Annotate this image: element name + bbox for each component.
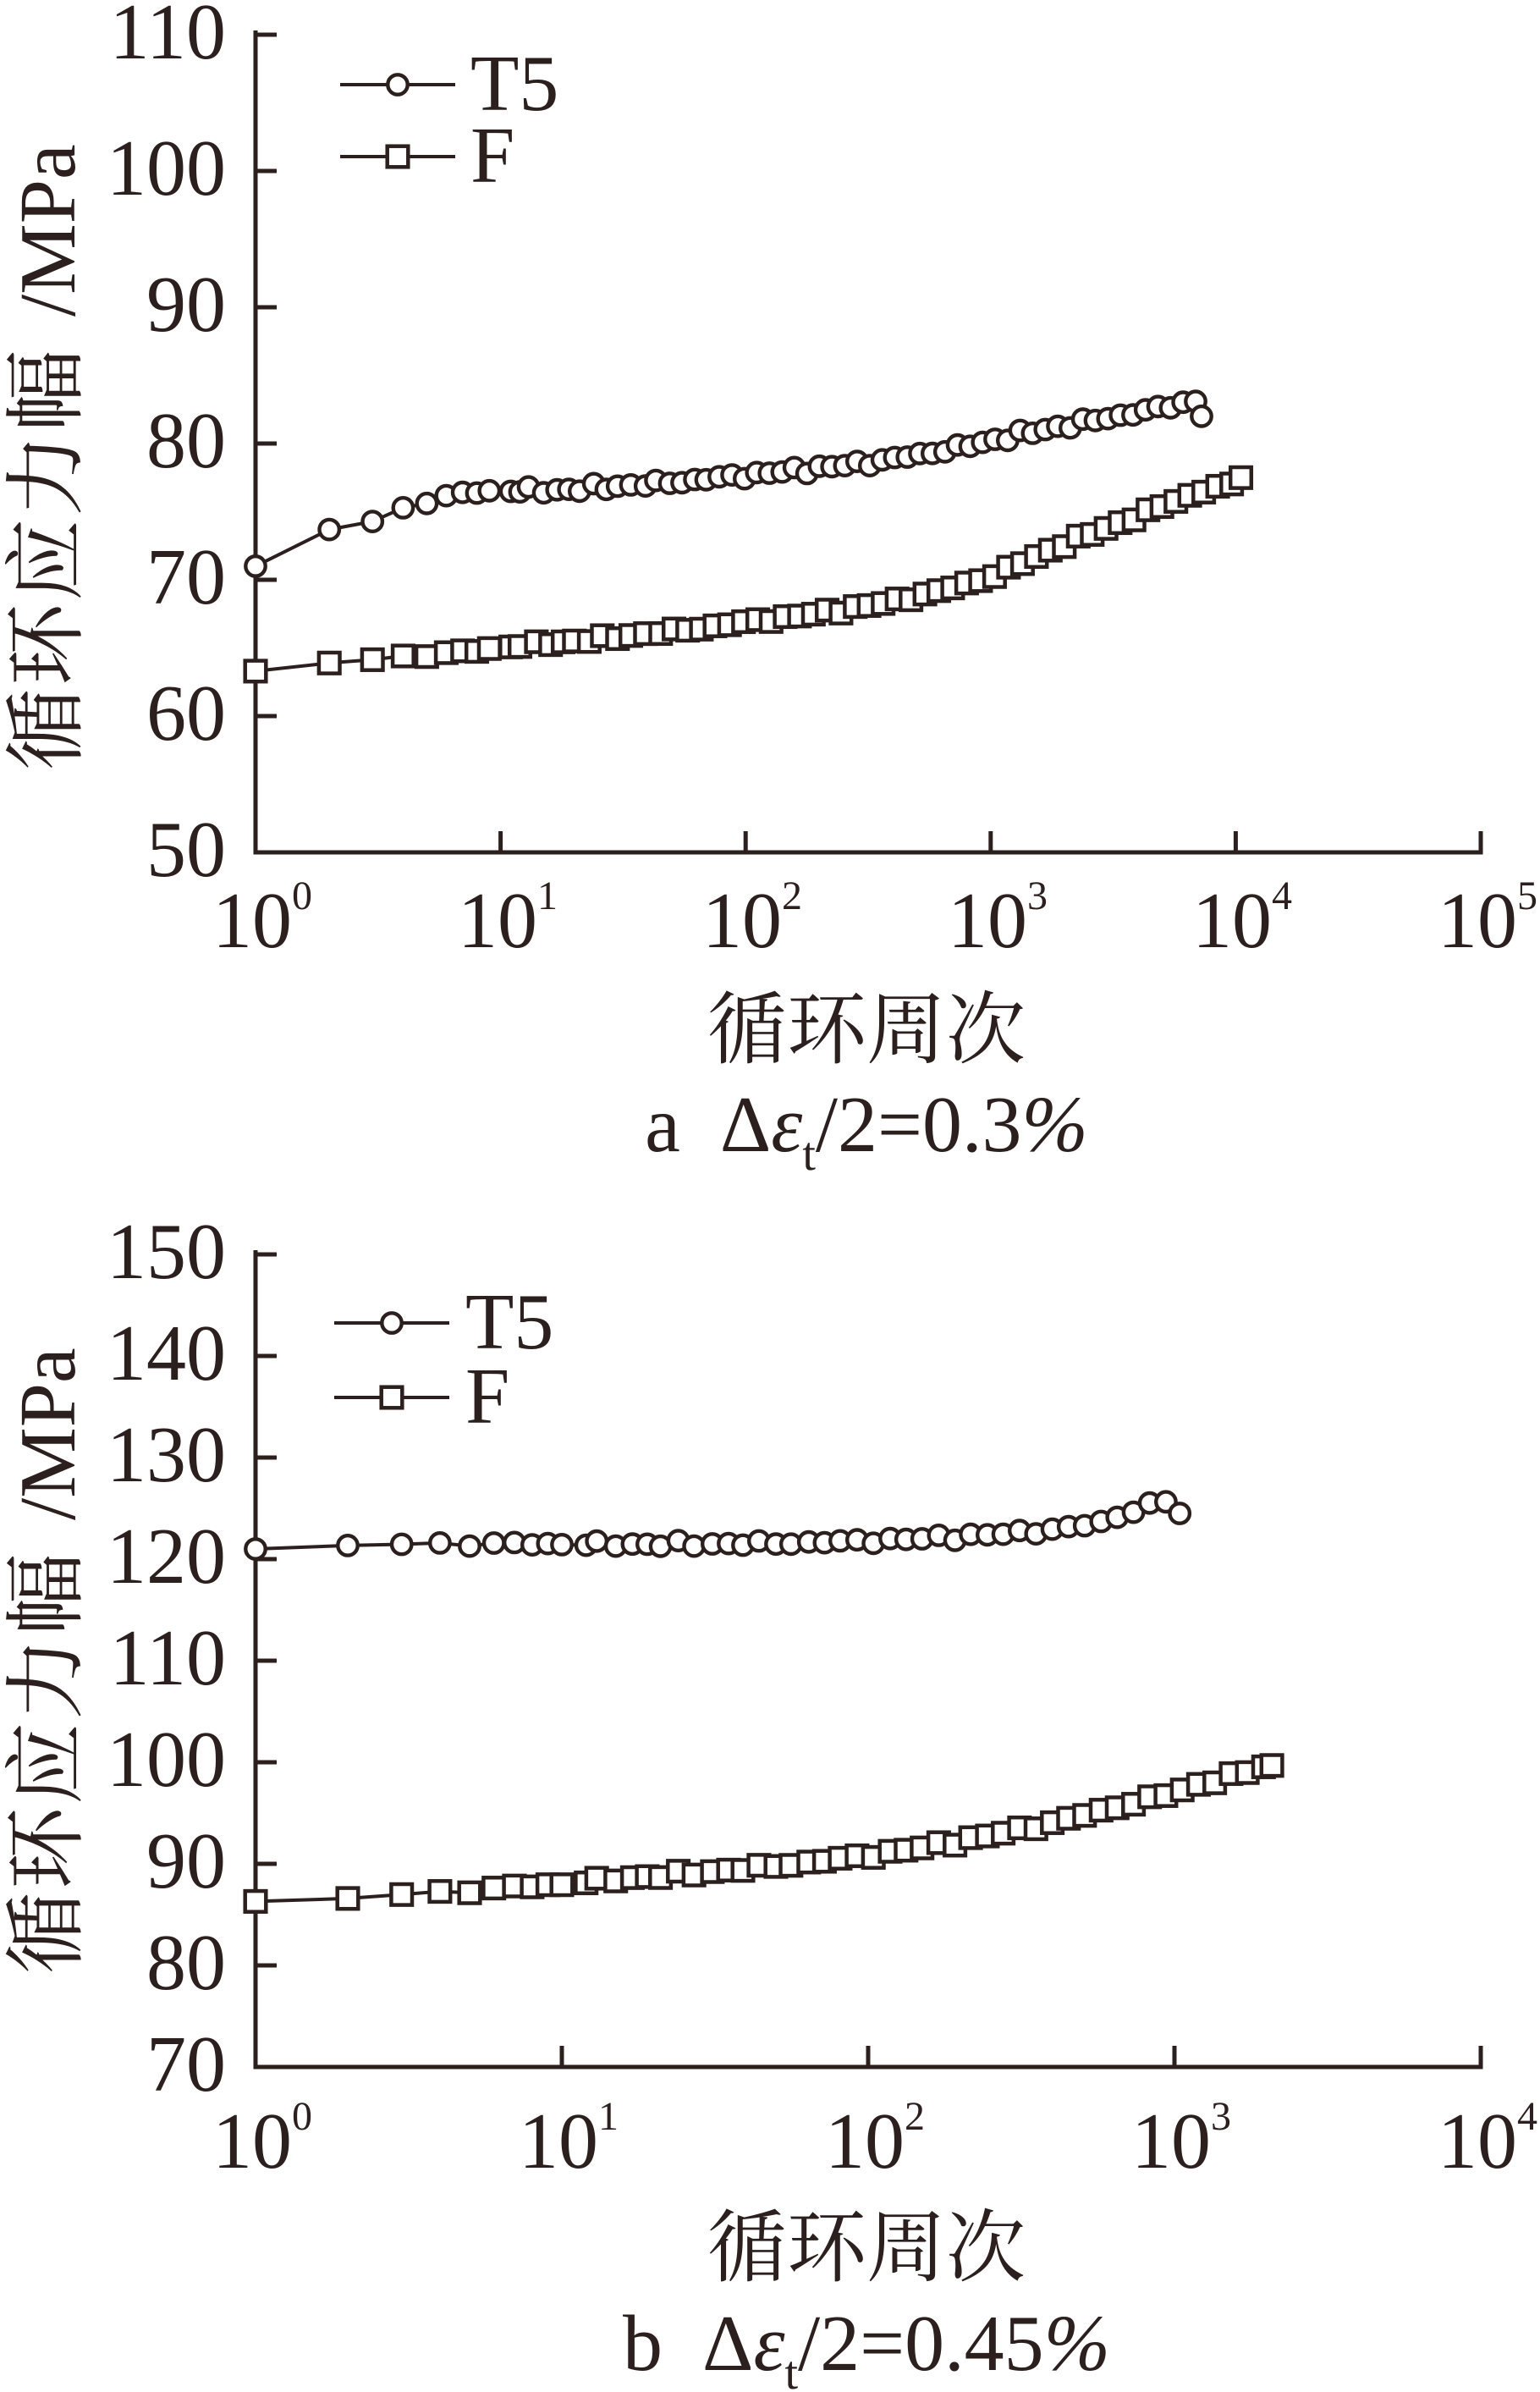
svg-text:110: 110 xyxy=(109,1614,226,1702)
svg-text:80: 80 xyxy=(146,397,226,485)
svg-text:80: 80 xyxy=(146,1919,226,2007)
svg-text:150: 150 xyxy=(107,1208,226,1296)
svg-text:T5: T5 xyxy=(470,40,558,128)
svg-text:100: 100 xyxy=(107,1716,226,1804)
svg-text:/MPa: /MPa xyxy=(4,1348,92,1520)
svg-text:50: 50 xyxy=(146,806,226,894)
svg-text:b Δεt/2=0.45%: b Δεt/2=0.45% xyxy=(623,2300,1110,2392)
svg-text:130: 130 xyxy=(107,1411,226,1499)
svg-text:140: 140 xyxy=(107,1309,226,1397)
svg-text:/MPa: /MPa xyxy=(4,144,92,317)
svg-text:F: F xyxy=(470,112,514,200)
svg-text:60: 60 xyxy=(146,670,226,758)
svg-text:T5: T5 xyxy=(465,1278,553,1366)
svg-text:F: F xyxy=(465,1353,509,1441)
svg-text:a Δεt/2=0.3%: a Δεt/2=0.3% xyxy=(645,1081,1088,1181)
svg-text:70: 70 xyxy=(146,533,226,621)
svg-text:120: 120 xyxy=(107,1513,226,1601)
svg-text:105: 105 xyxy=(1438,874,1537,965)
svg-text:90: 90 xyxy=(146,1817,226,1905)
svg-text:90: 90 xyxy=(146,261,226,349)
svg-text:100: 100 xyxy=(107,124,226,212)
svg-text:110: 110 xyxy=(109,0,226,76)
svg-text:70: 70 xyxy=(146,2020,226,2108)
